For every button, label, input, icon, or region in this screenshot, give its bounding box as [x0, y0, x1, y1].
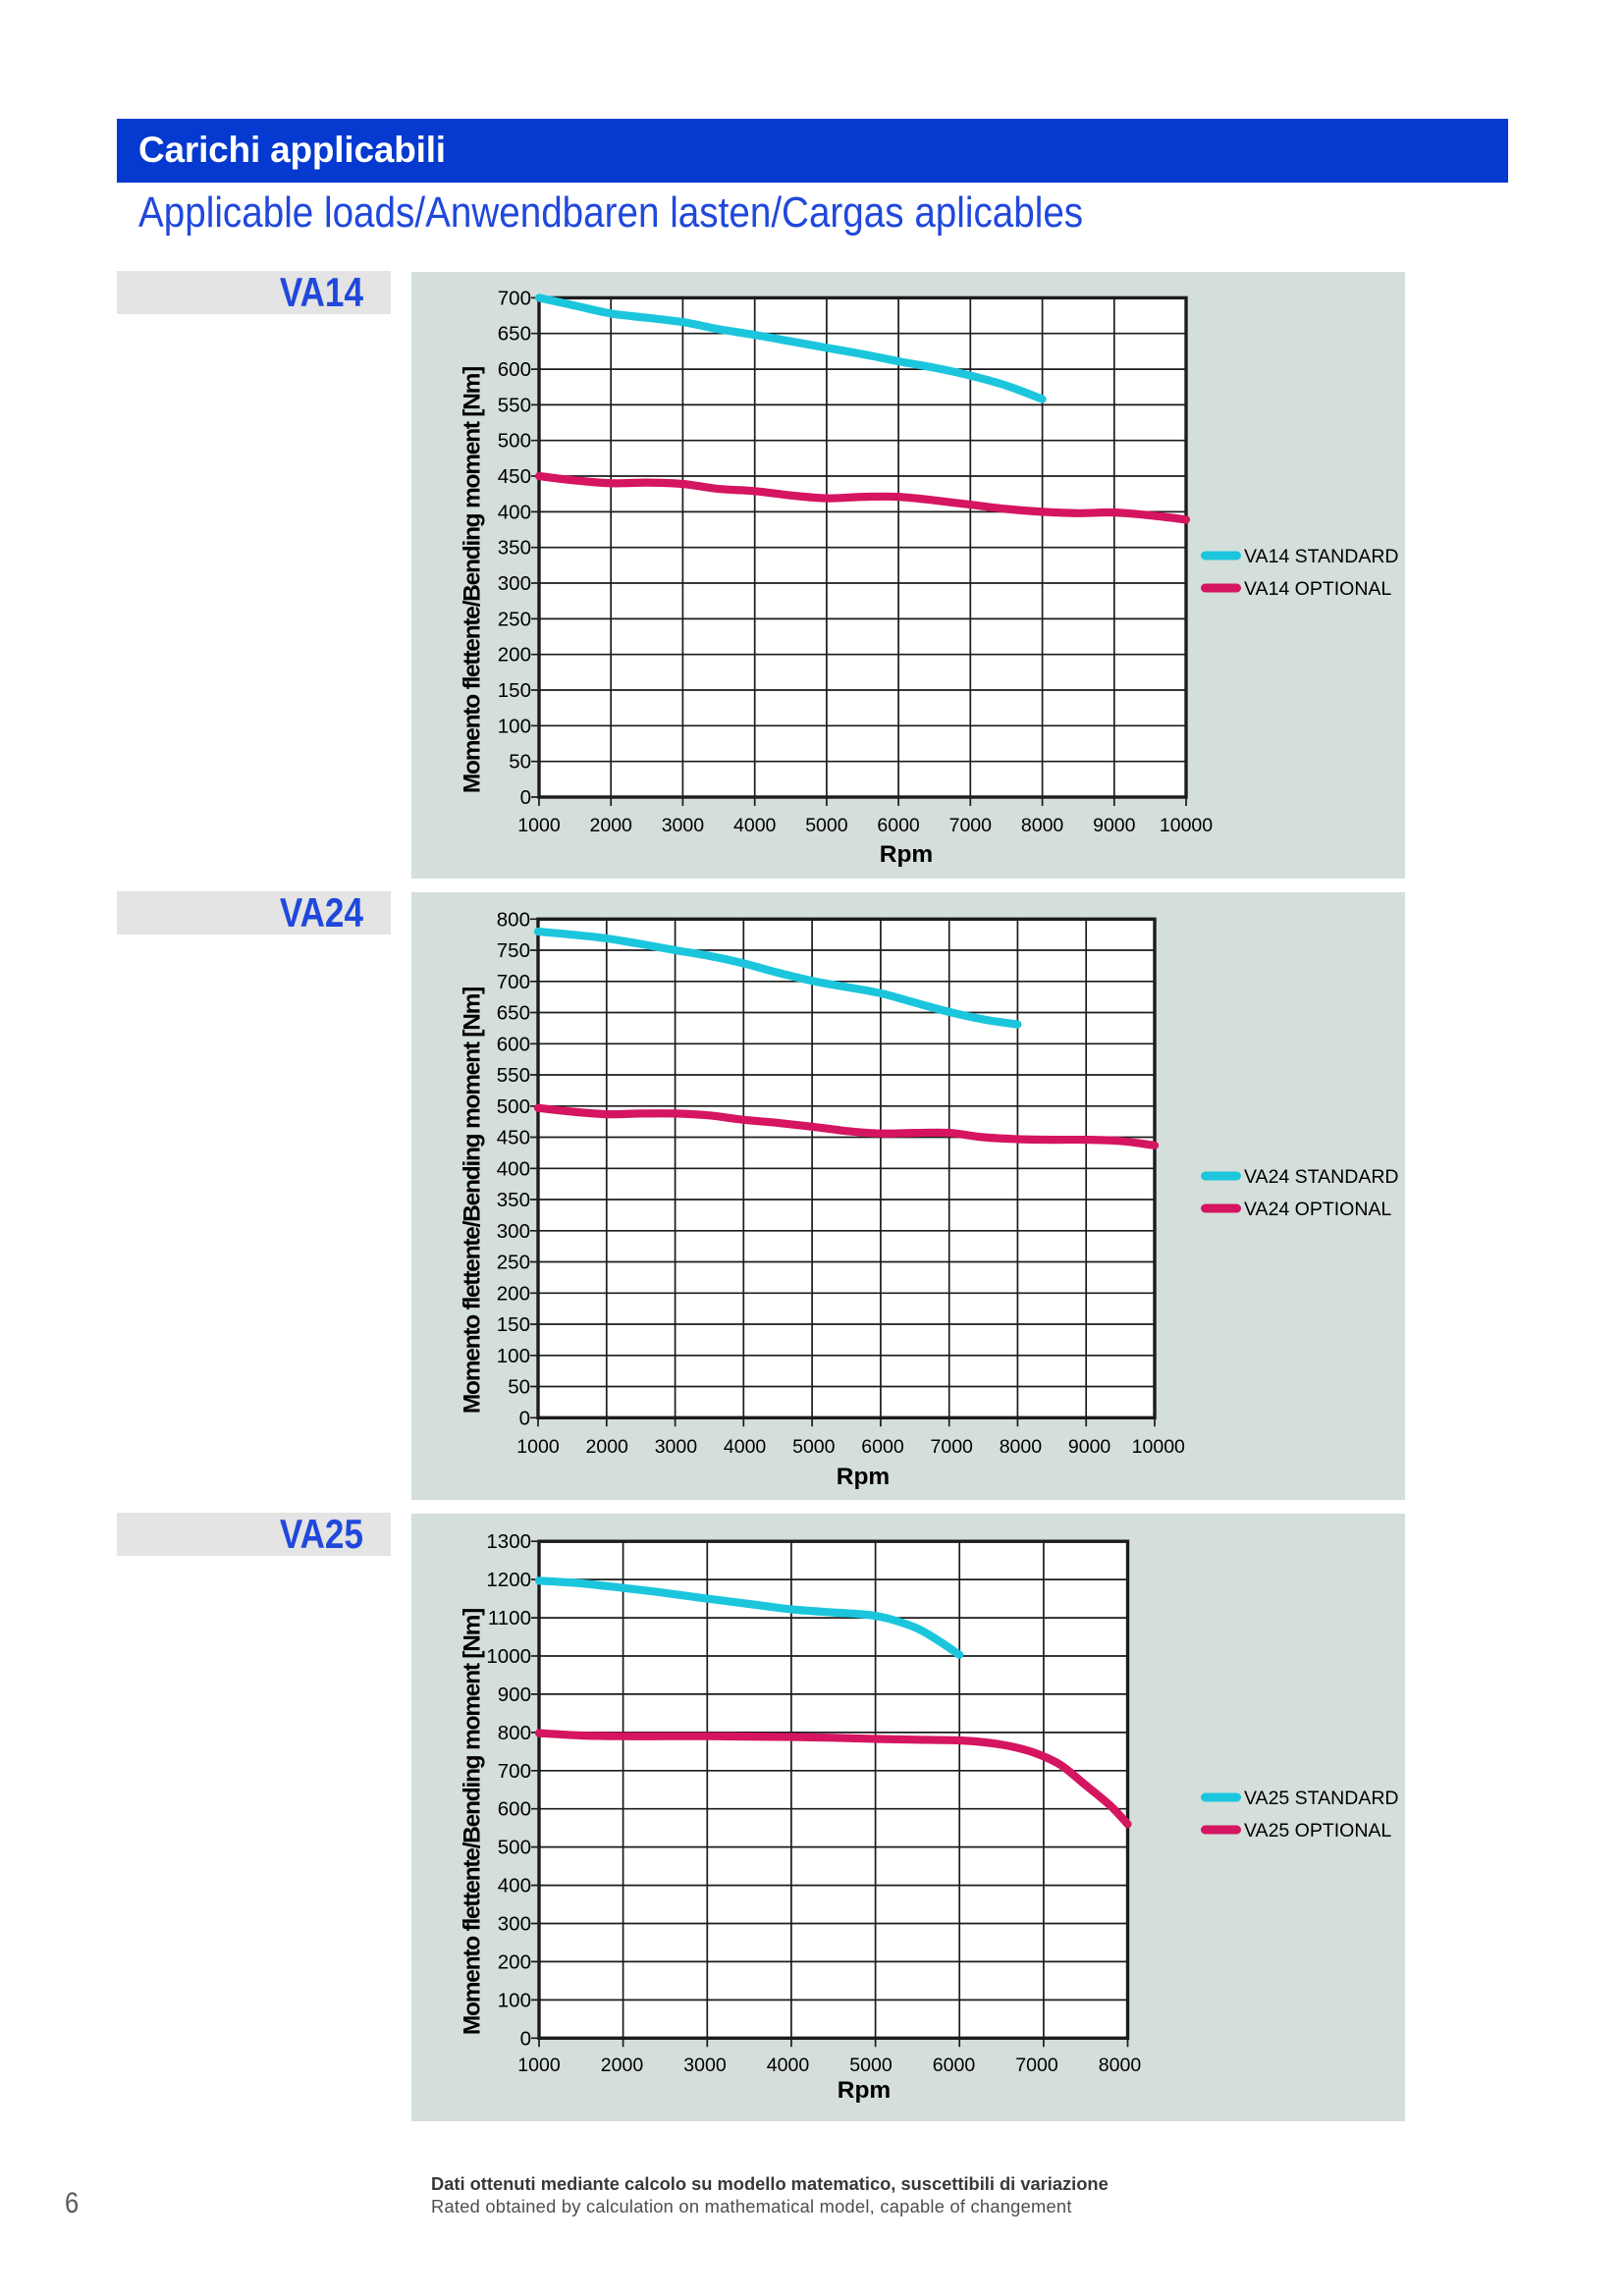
svg-text:100: 100: [498, 1989, 531, 2011]
svg-text:7000: 7000: [931, 1436, 974, 1458]
svg-text:600: 600: [498, 1798, 531, 1821]
svg-text:600: 600: [497, 1033, 530, 1055]
svg-text:300: 300: [497, 1220, 530, 1243]
svg-text:300: 300: [498, 572, 531, 595]
svg-text:0: 0: [520, 786, 531, 809]
svg-text:500: 500: [498, 430, 531, 453]
svg-text:650: 650: [498, 323, 531, 346]
svg-text:6000: 6000: [877, 815, 920, 836]
svg-text:Rpm: Rpm: [838, 2077, 891, 2104]
svg-text:9000: 9000: [1068, 1436, 1111, 1458]
svg-text:Momento flettente/Bending mome: Momento flettente/Bending moment [Nm]: [460, 367, 486, 793]
svg-text:150: 150: [497, 1313, 530, 1336]
svg-text:Momento flettente/Bending mome: Momento flettente/Bending moment [Nm]: [460, 1609, 486, 2035]
svg-text:VA24 OPTIONAL: VA24 OPTIONAL: [1244, 1199, 1391, 1220]
svg-text:350: 350: [498, 537, 531, 560]
svg-text:100: 100: [498, 715, 531, 737]
svg-text:450: 450: [498, 465, 531, 488]
svg-text:6000: 6000: [861, 1436, 904, 1458]
svg-text:5000: 5000: [805, 815, 848, 836]
svg-text:400: 400: [498, 501, 531, 523]
svg-text:900: 900: [498, 1683, 531, 1706]
svg-text:3000: 3000: [662, 815, 705, 836]
svg-text:500: 500: [498, 1837, 531, 1859]
svg-text:150: 150: [498, 679, 531, 702]
svg-text:1000: 1000: [516, 1436, 560, 1458]
svg-text:4000: 4000: [767, 2055, 810, 2076]
svg-text:10000: 10000: [1132, 1436, 1185, 1458]
svg-text:400: 400: [498, 1875, 531, 1897]
svg-text:550: 550: [498, 394, 531, 416]
svg-text:7000: 7000: [949, 815, 993, 836]
svg-text:800: 800: [498, 1722, 531, 1744]
svg-text:1100: 1100: [488, 1607, 531, 1629]
svg-text:700: 700: [498, 287, 531, 309]
svg-text:8000: 8000: [1000, 1436, 1043, 1458]
svg-text:450: 450: [497, 1127, 530, 1149]
svg-text:VA14 STANDARD: VA14 STANDARD: [1244, 546, 1399, 567]
svg-text:Rpm: Rpm: [837, 1464, 890, 1490]
svg-text:0: 0: [520, 2027, 531, 2050]
svg-text:200: 200: [498, 644, 531, 667]
svg-text:10000: 10000: [1160, 815, 1213, 836]
svg-text:400: 400: [497, 1157, 530, 1180]
svg-text:100: 100: [497, 1345, 530, 1367]
svg-text:1200: 1200: [486, 1569, 531, 1591]
svg-text:200: 200: [498, 1950, 531, 1973]
svg-text:2000: 2000: [586, 1436, 629, 1458]
svg-text:800: 800: [497, 908, 530, 931]
svg-text:2000: 2000: [590, 815, 633, 836]
svg-text:VA25 STANDARD: VA25 STANDARD: [1244, 1788, 1399, 1809]
svg-text:2000: 2000: [601, 2055, 644, 2076]
svg-text:VA14 OPTIONAL: VA14 OPTIONAL: [1244, 578, 1391, 600]
svg-text:Rpm: Rpm: [880, 841, 933, 868]
svg-text:650: 650: [497, 1002, 530, 1025]
svg-text:VA25 OPTIONAL: VA25 OPTIONAL: [1244, 1820, 1391, 1842]
svg-text:750: 750: [497, 939, 530, 962]
svg-text:500: 500: [497, 1095, 530, 1118]
svg-text:50: 50: [509, 751, 531, 774]
svg-text:3000: 3000: [655, 1436, 698, 1458]
svg-text:0: 0: [519, 1407, 530, 1429]
svg-text:1000: 1000: [486, 1645, 531, 1668]
svg-text:300: 300: [498, 1913, 531, 1936]
svg-text:9000: 9000: [1093, 815, 1136, 836]
svg-text:4000: 4000: [724, 1436, 767, 1458]
svg-text:250: 250: [497, 1252, 530, 1274]
svg-text:600: 600: [498, 358, 531, 381]
svg-text:200: 200: [497, 1282, 530, 1305]
svg-text:4000: 4000: [733, 815, 777, 836]
svg-text:50: 50: [508, 1376, 530, 1399]
svg-text:8000: 8000: [1021, 815, 1064, 836]
svg-text:1000: 1000: [517, 815, 561, 836]
svg-text:7000: 7000: [1015, 2055, 1058, 2076]
svg-text:700: 700: [497, 971, 530, 993]
svg-text:1000: 1000: [517, 2055, 561, 2076]
svg-text:550: 550: [497, 1064, 530, 1087]
svg-text:350: 350: [497, 1189, 530, 1211]
svg-text:Momento flettente/Bending mome: Momento flettente/Bending moment [Nm]: [460, 988, 486, 1414]
svg-text:1300: 1300: [486, 1530, 531, 1553]
svg-text:VA24 STANDARD: VA24 STANDARD: [1244, 1166, 1399, 1188]
svg-text:8000: 8000: [1099, 2055, 1142, 2076]
svg-text:6000: 6000: [933, 2055, 976, 2076]
svg-text:700: 700: [498, 1760, 531, 1783]
svg-text:5000: 5000: [849, 2055, 893, 2076]
svg-text:3000: 3000: [683, 2055, 727, 2076]
svg-text:5000: 5000: [792, 1436, 836, 1458]
svg-text:250: 250: [498, 608, 531, 630]
